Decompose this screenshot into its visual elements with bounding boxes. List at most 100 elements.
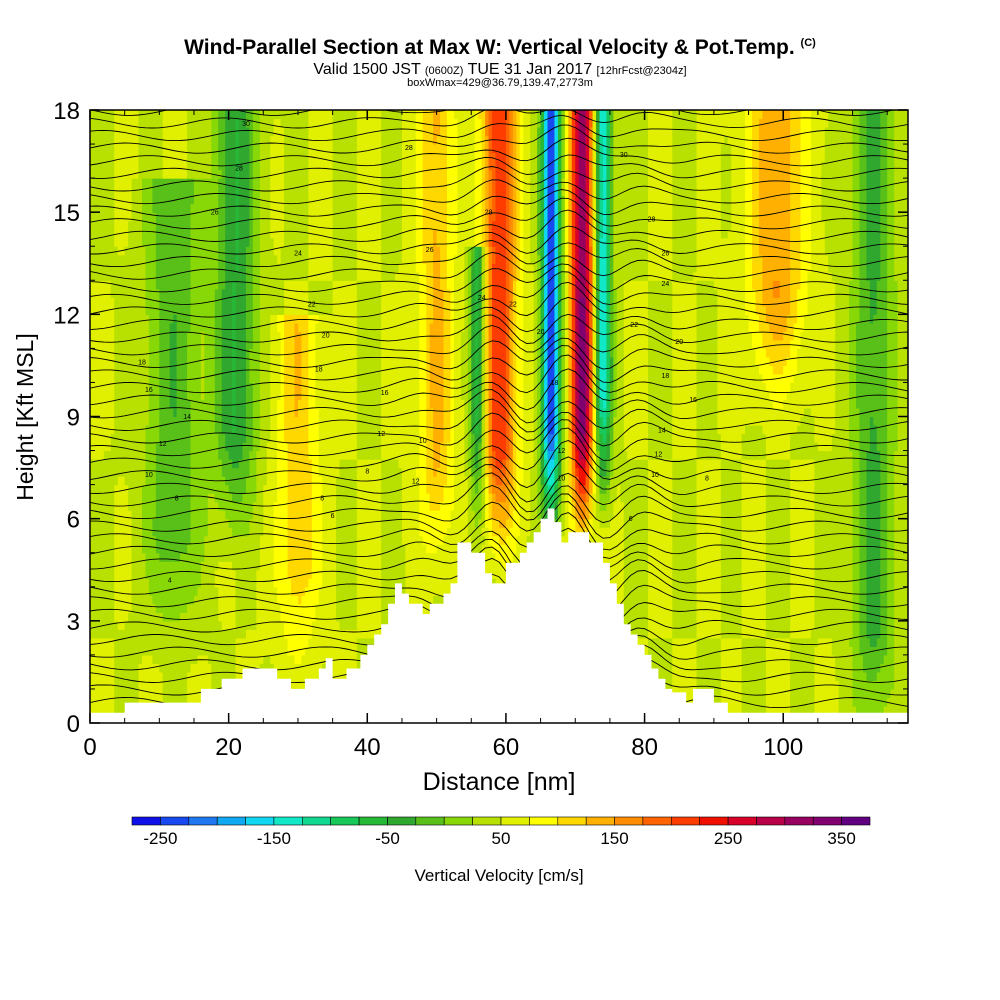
velocity-cell bbox=[318, 305, 323, 315]
velocity-cell bbox=[117, 373, 122, 384]
velocity-cell bbox=[259, 527, 264, 537]
velocity-cell bbox=[297, 425, 303, 435]
velocity-cell bbox=[311, 237, 316, 247]
velocity-cell bbox=[152, 127, 157, 137]
velocity-cell bbox=[180, 569, 185, 579]
velocity-cell bbox=[294, 510, 299, 520]
velocity-cell bbox=[204, 297, 209, 307]
velocity-cell bbox=[259, 629, 264, 639]
velocity-cell bbox=[232, 254, 237, 264]
velocity-cell bbox=[232, 518, 237, 528]
velocity-cell bbox=[90, 220, 95, 230]
velocity-cell bbox=[301, 425, 306, 435]
velocity-cell bbox=[100, 467, 105, 477]
velocity-cell bbox=[145, 110, 150, 120]
velocity-cell bbox=[325, 195, 330, 205]
velocity-cell bbox=[270, 127, 275, 137]
velocity-cell bbox=[235, 535, 240, 545]
velocity-cell bbox=[280, 348, 285, 358]
velocity-cell bbox=[218, 399, 223, 409]
velocity-cell bbox=[294, 203, 299, 213]
velocity-cell bbox=[148, 135, 153, 145]
velocity-cell bbox=[252, 144, 257, 154]
velocity-cell bbox=[325, 237, 330, 247]
velocity-cell bbox=[159, 178, 164, 188]
velocity-cell bbox=[291, 339, 296, 349]
velocity-cell bbox=[152, 144, 157, 154]
velocity-cell bbox=[124, 356, 129, 367]
velocity-cell bbox=[280, 280, 285, 290]
velocity-cell bbox=[235, 271, 240, 281]
velocity-cell bbox=[304, 671, 309, 682]
velocity-cell bbox=[93, 476, 98, 486]
velocity-cell bbox=[294, 425, 299, 435]
velocity-cell bbox=[141, 450, 147, 460]
velocity-cell bbox=[280, 663, 285, 673]
velocity-cell bbox=[187, 399, 192, 409]
velocity-cell bbox=[308, 220, 313, 230]
velocity-cell bbox=[232, 356, 237, 367]
velocity-cell bbox=[322, 425, 327, 435]
velocity-cell bbox=[207, 314, 212, 324]
velocity-cell bbox=[225, 535, 230, 545]
velocity-cell bbox=[225, 178, 230, 188]
velocity-cell bbox=[297, 620, 303, 630]
velocity-cell bbox=[211, 552, 216, 562]
velocity-cell bbox=[190, 356, 195, 367]
velocity-cell bbox=[93, 348, 98, 358]
velocity-cell bbox=[277, 425, 282, 435]
velocity-cell bbox=[90, 271, 95, 281]
velocity-cell bbox=[200, 467, 205, 477]
velocity-cell bbox=[291, 535, 296, 545]
velocity-cell bbox=[114, 527, 119, 537]
velocity-cell bbox=[252, 382, 257, 392]
velocity-cell bbox=[235, 322, 240, 332]
velocity-cell bbox=[242, 629, 247, 639]
velocity-cell bbox=[235, 152, 240, 162]
velocity-cell bbox=[235, 305, 240, 315]
velocity-cell bbox=[204, 620, 209, 630]
velocity-cell bbox=[96, 467, 101, 477]
velocity-cell bbox=[162, 612, 167, 622]
velocity-cell bbox=[200, 110, 205, 120]
velocity-cell bbox=[204, 390, 209, 401]
velocity-cell bbox=[301, 459, 306, 469]
velocity-cell bbox=[225, 186, 230, 196]
velocity-cell bbox=[200, 493, 205, 503]
velocity-cell bbox=[173, 535, 178, 545]
velocity-cell bbox=[266, 331, 271, 341]
velocity-cell bbox=[242, 476, 247, 486]
velocity-cell bbox=[100, 399, 105, 409]
velocity-cell bbox=[315, 586, 320, 596]
velocity-cell bbox=[284, 586, 289, 596]
velocity-cell bbox=[315, 578, 320, 588]
velocity-cell bbox=[311, 118, 316, 128]
velocity-cell bbox=[117, 450, 122, 460]
velocity-cell bbox=[266, 442, 271, 452]
velocity-cell bbox=[249, 407, 254, 418]
velocity-cell bbox=[266, 518, 271, 528]
velocity-cell bbox=[193, 416, 199, 426]
velocity-cell bbox=[270, 433, 275, 443]
velocity-cell bbox=[183, 467, 188, 477]
velocity-cell bbox=[287, 237, 292, 247]
velocity-cell bbox=[173, 297, 178, 307]
velocity-cell bbox=[180, 552, 185, 562]
velocity-cell bbox=[211, 595, 216, 605]
velocity-cell bbox=[291, 195, 296, 205]
velocity-cell bbox=[103, 484, 108, 494]
velocity-cell bbox=[103, 467, 108, 477]
velocity-cell bbox=[128, 637, 133, 647]
velocity-cell bbox=[110, 535, 115, 545]
velocity-cell bbox=[131, 629, 136, 639]
velocity-cell bbox=[200, 416, 205, 426]
velocity-cell bbox=[287, 382, 292, 392]
velocity-cell bbox=[291, 118, 296, 128]
velocity-cell bbox=[200, 459, 205, 469]
velocity-cell bbox=[114, 484, 119, 494]
velocity-cell bbox=[96, 407, 101, 418]
velocity-cell bbox=[266, 220, 271, 230]
velocity-cell bbox=[121, 544, 126, 554]
velocity-cell bbox=[235, 186, 240, 196]
velocity-cell bbox=[103, 237, 108, 247]
